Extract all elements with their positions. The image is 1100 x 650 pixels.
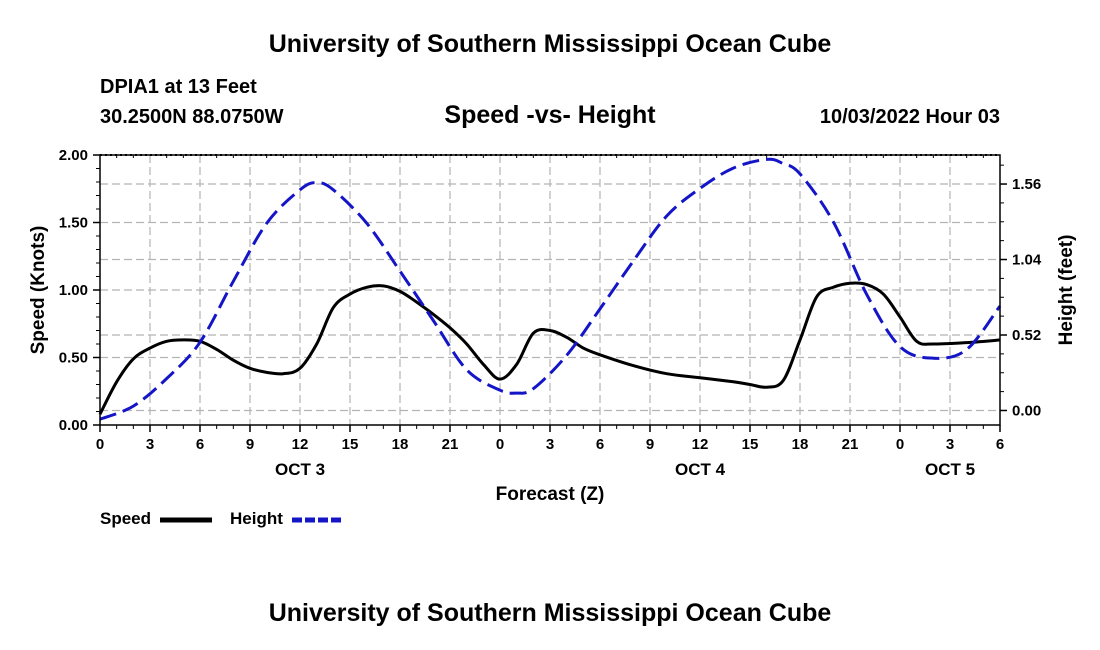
x-tick-label: 21 (842, 436, 859, 453)
x-tick-label: 12 (692, 436, 709, 453)
forecast-datetime: 10/03/2022 Hour 03 (819, 106, 1000, 128)
footer-title: University of Southern Mississippi Ocean… (268, 599, 832, 627)
y-axis-label: Speed (Knots) (28, 226, 49, 355)
series-layer (98, 157, 1002, 421)
y-tick-label: 0.50 (59, 350, 88, 367)
day-label: OCT 3 (275, 460, 325, 479)
series-line-speed (98, 281, 1001, 415)
main-title: University of Southern Mississippi Ocean… (268, 30, 832, 58)
x-tick-label: 0 (896, 436, 904, 453)
x-tick-label: 12 (292, 436, 309, 453)
x-tick-label: 18 (392, 436, 409, 453)
x-tick-label: 6 (196, 436, 204, 453)
x-tick-label: 15 (742, 436, 759, 453)
y2-axis-label: Height (feet) (1056, 235, 1077, 346)
legend-height-label: Height (230, 509, 283, 528)
day-label: OCT 5 (925, 460, 975, 479)
y-tick-label: 1.50 (59, 215, 88, 232)
legend-speed-label: Speed (100, 509, 152, 528)
x-tick-label: 0 (96, 436, 104, 453)
day-label: OCT 4 (675, 460, 726, 479)
y-tick-label: 0.00 (59, 417, 88, 434)
x-tick-label: 0 (496, 436, 504, 453)
y2-tick-label: 0.00 (1012, 402, 1041, 419)
axes: 0 3 6 9 12 15 18 21 0 3 6 9 12 15 18 21 0 3 6 OCT 3 OCT 4 OCT… (59, 147, 1042, 479)
y2-tick-label: 0.52 (1012, 327, 1041, 344)
x-tick-label: 6 (996, 436, 1004, 453)
x-tick-label: 18 (792, 436, 809, 453)
station-coordinates: 30.2500N 88.0750W (100, 106, 284, 128)
station-name: DPIA1 at 13 Feet (100, 76, 257, 98)
x-tick-label: 9 (246, 436, 254, 453)
x-tick-label: 3 (146, 436, 154, 453)
y-tick-label: 2.00 (59, 147, 88, 164)
chart-title: Speed -vs- Height (444, 101, 656, 129)
series-line-height (99, 157, 1002, 421)
x-tick-label: 21 (442, 436, 459, 453)
y-tick-label: 1.00 (59, 282, 88, 299)
y2-tick-label: 1.04 (1012, 252, 1042, 269)
x-tick-label: 3 (546, 436, 554, 453)
x-tick-label: 6 (596, 436, 604, 453)
x-axis-label: Forecast (Z) (496, 484, 605, 505)
x-tick-label: 3 (946, 436, 954, 453)
x-tick-label: 9 (646, 436, 654, 453)
y2-tick-label: 1.56 (1012, 176, 1041, 193)
x-tick-label: 15 (342, 436, 359, 453)
